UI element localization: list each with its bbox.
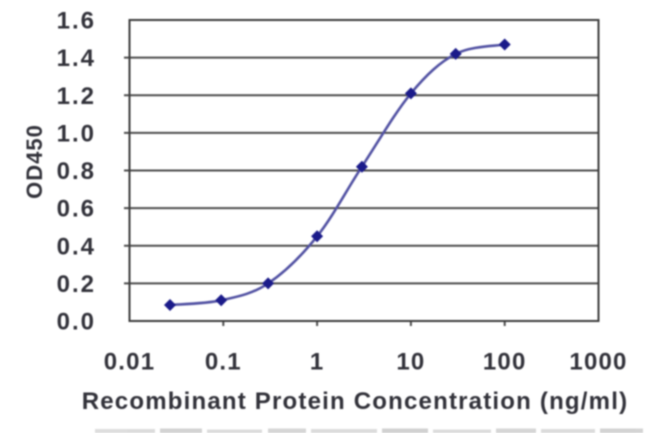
svg-text:1.4: 1.4: [57, 45, 96, 72]
svg-text:Recombinant Protein Concentrat: Recombinant Protein Concentration (ng/ml…: [82, 388, 629, 415]
svg-text:100: 100: [483, 349, 527, 376]
svg-text:0.8: 0.8: [57, 158, 96, 185]
svg-text:1.0: 1.0: [57, 121, 96, 148]
svg-text:0.01: 0.01: [104, 349, 156, 376]
svg-text:1.6: 1.6: [57, 8, 96, 35]
svg-text:0.4: 0.4: [57, 233, 96, 260]
svg-text:0.6: 0.6: [57, 196, 96, 223]
svg-text:OD450: OD450: [22, 124, 47, 199]
svg-text:1000: 1000: [569, 349, 627, 376]
svg-text:1: 1: [310, 349, 325, 376]
svg-text:10: 10: [396, 349, 425, 376]
svg-text:0.1: 0.1: [205, 349, 242, 376]
svg-text:1.2: 1.2: [57, 83, 96, 110]
svg-text:0.2: 0.2: [57, 271, 96, 298]
svg-text:0.0: 0.0: [57, 309, 96, 336]
